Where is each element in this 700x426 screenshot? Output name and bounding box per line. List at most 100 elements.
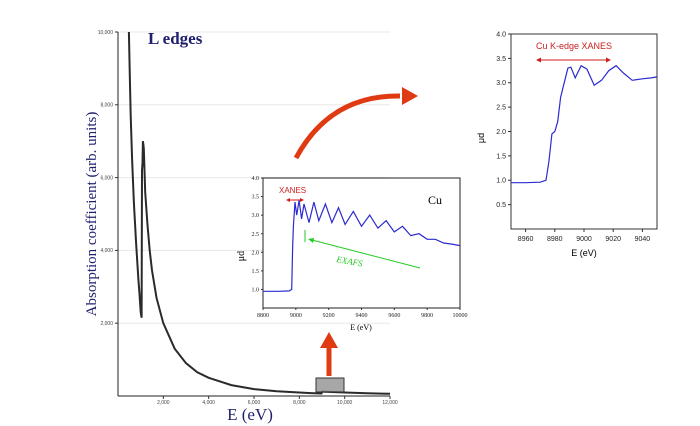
main-y-label: Absorption coefficient (arb. units) (84, 112, 100, 317)
y-tick: 4.0 (496, 31, 511, 38)
x-tick-label: 6,000 (248, 400, 261, 406)
y-tick-label: 1.0 (252, 288, 260, 294)
x-tick: 9800 (421, 308, 433, 319)
y-tick: 2.0 (252, 250, 263, 256)
cu-chart: 8800 9000 9200 9400 9600 9800 10000 1.0 1.5 2.0 2… (236, 176, 468, 332)
xanes-arrow (286, 198, 304, 202)
y-tick: 10,000 (98, 30, 118, 36)
x-tick: 4,000 (202, 396, 215, 406)
x-tick: 10000 (453, 308, 468, 319)
main-chart: 2,000 4,000 6,000 8,000 10,000 12,000 2,000 4,… (84, 29, 398, 424)
curved-arrow (293, 93, 401, 160)
x-tick: 9400 (356, 308, 368, 319)
x-tick-label: 8960 (518, 236, 534, 243)
x-tick: 10,000 (337, 396, 353, 406)
curved-arrow-head (402, 87, 418, 105)
y-tick: 2,000 (100, 321, 118, 327)
cu-kedge-annotation: Cu K-edge XANES (536, 41, 612, 51)
x-tick: 8960 (518, 229, 534, 243)
y-tick: 2.5 (252, 232, 263, 238)
x-tick-label: 9000 (290, 313, 302, 319)
cu-kedge-arrow (536, 57, 611, 63)
y-tick: 1.0 (252, 288, 263, 294)
cu-y-ticks: 1.0 1.5 2.0 2.5 3.0 3.5 4.0 (252, 176, 263, 294)
y-tick-label: 2.0 (252, 250, 260, 256)
x-tick: 8980 (547, 229, 563, 243)
y-tick-label: 10,000 (98, 30, 114, 36)
y-tick-label: 8,000 (100, 103, 113, 109)
x-tick: 9040 (635, 229, 651, 243)
y-tick-label: 2.0 (496, 129, 506, 136)
x-tick-label: 9040 (635, 236, 651, 243)
y-tick-label: 1.0 (496, 178, 506, 185)
cu-x-label: E (eV) (350, 323, 372, 332)
x-tick: 12,000 (382, 396, 398, 406)
y-tick-label: 2.5 (252, 232, 260, 238)
xanes-x-label: E (eV) (571, 248, 597, 258)
x-tick-label: 8980 (547, 236, 563, 243)
xanes-chart-frame (510, 33, 658, 230)
highlight-box (315, 377, 345, 393)
main-chart-title: L edges (148, 29, 203, 48)
xanes-series-line (511, 64, 658, 184)
y-tick-label: 2.5 (496, 105, 506, 112)
cu-y-label: μd (236, 251, 247, 261)
y-tick-label: 3.0 (496, 80, 506, 87)
x-tick: 8800 (257, 308, 269, 319)
y-tick: 2.0 (496, 129, 511, 136)
y-tick-label: 3.0 (252, 213, 260, 219)
y-tick-label: 6,000 (100, 175, 113, 181)
y-tick: 3.0 (496, 80, 511, 87)
y-tick-label: 4.0 (496, 31, 506, 38)
x-tick-label: 9000 (576, 236, 592, 243)
y-tick-label: 3.5 (252, 195, 260, 201)
x-tick-label: 9800 (421, 313, 433, 319)
xanes-annotation: XANES (279, 186, 306, 195)
x-tick: 9020 (605, 229, 621, 243)
main-y-ticks: 2,000 4,000 6,000 8,000 10,000 (98, 30, 118, 327)
main-x-label: E (eV) (227, 405, 273, 424)
y-tick: 0.5 (496, 202, 511, 209)
y-tick: 1.0 (496, 178, 511, 185)
x-tick: 9600 (388, 308, 400, 319)
x-tick: 9000 (576, 229, 592, 243)
y-tick: 3.5 (252, 195, 263, 201)
y-tick-label: 1.5 (252, 269, 260, 275)
y-tick: 6,000 (100, 175, 118, 181)
y-tick-label: 0.5 (496, 202, 506, 209)
exafs-annotation: EXAFS (335, 254, 364, 269)
x-tick: 6,000 (248, 396, 261, 406)
main-x-ticks: 2,000 4,000 6,000 8,000 10,000 12,000 (157, 396, 398, 406)
y-tick-label: 4.0 (252, 176, 260, 182)
xanes-y-label: μd (476, 133, 486, 143)
x-tick: 9200 (323, 308, 335, 319)
x-tick-label: 9400 (356, 313, 368, 319)
cu-series-line (263, 200, 461, 292)
x-tick-label: 10000 (453, 313, 468, 319)
x-tick: 8,000 (293, 396, 306, 406)
x-tick: 9000 (290, 308, 302, 319)
x-tick-label: 12,000 (382, 400, 398, 406)
y-tick-label: 2,000 (100, 321, 113, 327)
y-tick: 4.0 (252, 176, 263, 182)
x-tick: 2,000 (157, 396, 170, 406)
x-tick-label: 9600 (388, 313, 400, 319)
y-tick-label: 4,000 (100, 248, 113, 254)
y-tick: 1.5 (252, 269, 263, 275)
x-tick-label: 9200 (323, 313, 335, 319)
y-tick: 2.5 (496, 105, 511, 112)
y-tick: 3.0 (252, 213, 263, 219)
x-tick-label: 4,000 (202, 400, 215, 406)
x-tick-label: 10,000 (337, 400, 353, 406)
y-tick: 8,000 (100, 103, 118, 109)
cu-x-ticks: 8800 9000 9200 9400 9600 9800 10000 (257, 308, 468, 319)
cu-chart-title: Cu (428, 193, 442, 207)
up-arrow-head (320, 332, 338, 348)
x-tick-label: 9020 (605, 236, 621, 243)
y-tick-label: 1.5 (496, 153, 506, 160)
y-tick-label: 3.5 (496, 56, 506, 63)
x-tick-label: 8800 (257, 313, 269, 319)
y-tick: 4,000 (100, 248, 118, 254)
exafs-arrow (304, 230, 421, 269)
